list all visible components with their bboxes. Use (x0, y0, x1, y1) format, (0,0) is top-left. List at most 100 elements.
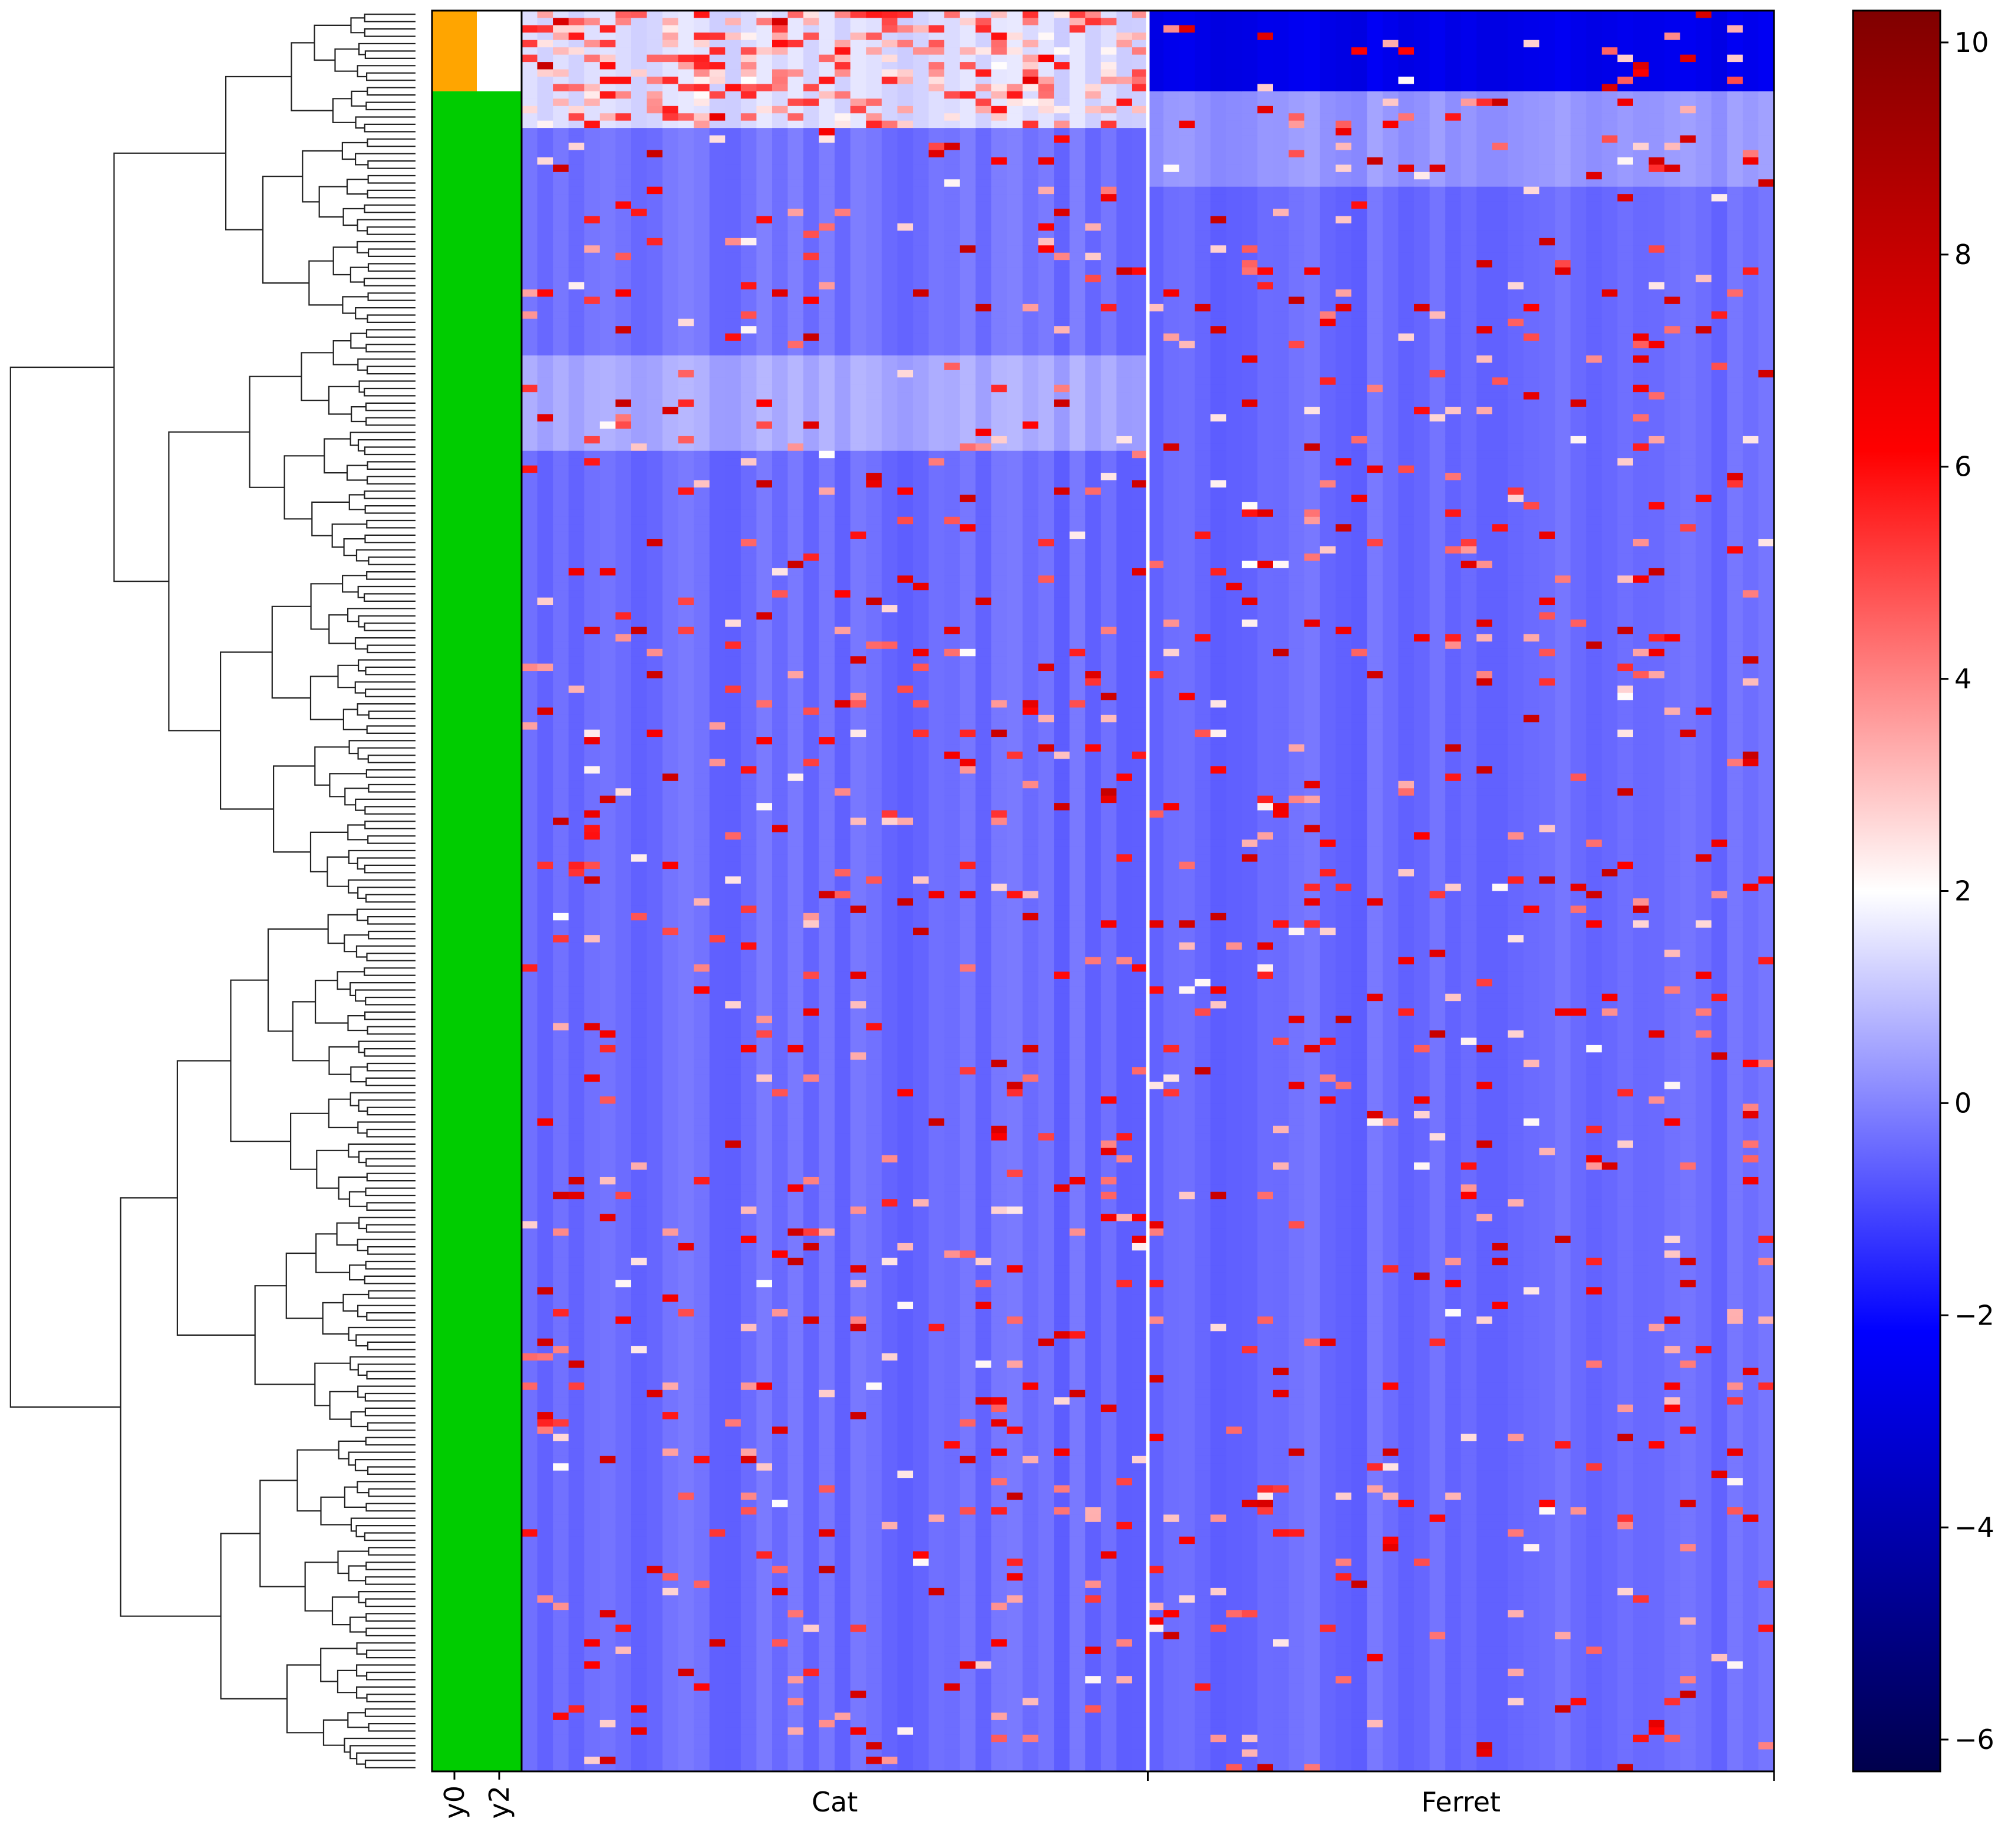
heatmap-cell (662, 1463, 679, 1471)
heatmap-cell (835, 311, 851, 319)
heatmap-cell (772, 1280, 789, 1288)
heatmap-cell (662, 1162, 679, 1171)
heatmap-cell (662, 311, 679, 319)
heatmap-cell (678, 1346, 694, 1354)
heatmap-cell (725, 1030, 741, 1039)
heatmap-cell (568, 846, 585, 855)
heatmap-cell (725, 686, 741, 694)
heatmap-cell (756, 458, 773, 466)
heatmap-cell (678, 1668, 694, 1676)
heatmap-cell (647, 267, 663, 275)
heatmap-cell (615, 245, 632, 253)
heatmap-cell (694, 384, 710, 393)
heatmap-cell (694, 575, 710, 584)
heatmap-cell (568, 759, 585, 767)
heatmap-cell (756, 480, 773, 488)
heatmap-cell (568, 1001, 585, 1009)
heatmap-cell (631, 678, 648, 686)
heatmap-cell (568, 495, 585, 503)
heatmap-cell (584, 722, 601, 730)
heatmap-cell (725, 1221, 741, 1229)
heatmap-cell (835, 876, 851, 884)
heatmap-cell (740, 546, 757, 554)
heatmap-cell (694, 363, 710, 371)
heatmap-cell (522, 986, 538, 994)
heatmap-cell (772, 1162, 789, 1171)
heatmap-cell (599, 1353, 616, 1361)
heatmap-cell (522, 1331, 538, 1339)
heatmap-cell (709, 186, 726, 195)
heatmap-cell (631, 1448, 648, 1457)
heatmap-cell (772, 120, 789, 129)
heatmap-cell (522, 230, 538, 239)
heatmap-cell (568, 304, 585, 312)
heatmap-cell (568, 209, 585, 217)
heatmap-cell (740, 297, 757, 305)
heatmap-cell (740, 289, 757, 297)
heatmap-cell (819, 54, 835, 62)
heatmap-cell (584, 201, 601, 209)
heatmap-cell (725, 186, 741, 195)
heatmap-cell (631, 1103, 648, 1112)
heatmap-cell (740, 1757, 757, 1765)
heatmap-cell (647, 876, 663, 884)
heatmap-cell (647, 414, 663, 422)
heatmap-cell (615, 1427, 632, 1435)
heatmap-cell (709, 1683, 726, 1691)
heatmap-cell (553, 832, 569, 840)
heatmap-cell (647, 1082, 663, 1090)
heatmap-cell (568, 597, 585, 605)
heatmap-cell (568, 1162, 585, 1171)
heatmap-cell (553, 1280, 569, 1288)
heatmap-cell (772, 297, 789, 305)
heatmap-cell (787, 1346, 804, 1354)
heatmap-cell (725, 238, 741, 246)
heatmap-cell (584, 1521, 601, 1530)
heatmap-cell (819, 458, 835, 466)
heatmap-cell (835, 1111, 851, 1119)
heatmap-cell (678, 575, 694, 584)
heatmap-cell (740, 1111, 757, 1119)
heatmap-cell (740, 1323, 757, 1332)
heatmap-cell (662, 1082, 679, 1090)
heatmap-cell (615, 825, 632, 833)
heatmap-cell (678, 1397, 694, 1405)
heatmap-cell (694, 524, 710, 532)
heatmap-cell (584, 39, 601, 48)
heatmap-cell (615, 553, 632, 562)
heatmap-cell (599, 854, 616, 862)
heatmap-cell (740, 238, 757, 246)
heatmap-cell (772, 1331, 789, 1339)
heatmap-cell (740, 957, 757, 965)
heatmap-cell (631, 32, 648, 41)
heatmap-cell (787, 1148, 804, 1156)
heatmap-cell (537, 135, 553, 143)
heatmap-cell (772, 1514, 789, 1523)
heatmap-cell (584, 1096, 601, 1105)
heatmap-cell (819, 443, 835, 452)
heatmap-cell (787, 759, 804, 767)
heatmap-cell (740, 1074, 757, 1082)
heatmap-cell (553, 780, 569, 789)
heatmap-cell (709, 1521, 726, 1530)
heatmap-cell (568, 1463, 585, 1471)
heatmap-cell (584, 436, 601, 444)
heatmap-cell (647, 1455, 663, 1464)
heatmap-cell (615, 407, 632, 415)
heatmap-cell (803, 1719, 820, 1728)
heatmap-cell (694, 942, 710, 950)
heatmap-cell (694, 1478, 710, 1486)
heatmap-cell (694, 1676, 710, 1684)
heatmap-cell (694, 516, 710, 525)
heatmap-cell (584, 620, 601, 628)
heatmap-cell (631, 971, 648, 980)
heatmap-cell (599, 1125, 616, 1134)
heatmap-cell (599, 693, 616, 701)
heatmap-cell (647, 1757, 663, 1765)
heatmap-cell (787, 1316, 804, 1325)
heatmap-cell (709, 429, 726, 437)
heatmap-cell (803, 487, 820, 496)
heatmap-cell (835, 1184, 851, 1193)
heatmap-cell (553, 1257, 569, 1266)
